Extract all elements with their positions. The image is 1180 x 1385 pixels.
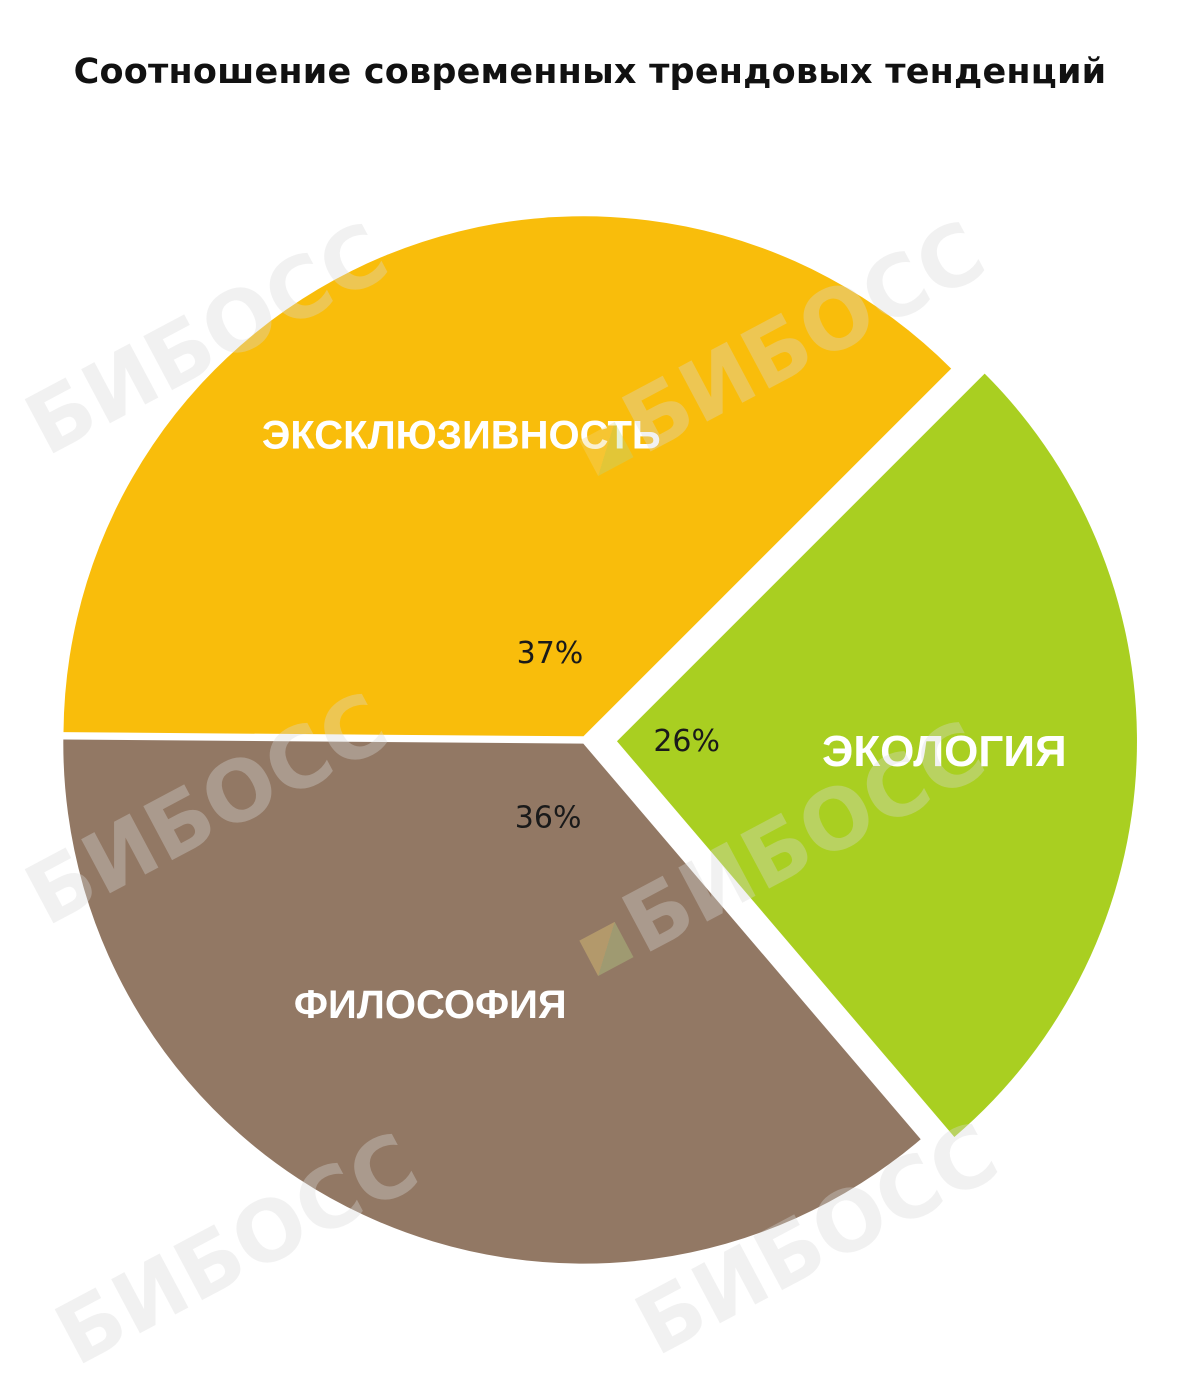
pie-slice-2 [63, 739, 921, 1264]
slice-percent-label: 36% [515, 801, 582, 836]
slice-percent-label: 37% [517, 636, 584, 671]
pie-labels: ЭКОЛОГИЯ 26% ФИЛОСОФИЯ 36% ЭКСКЛЮЗИВНОСТЬ 37% [262, 414, 1067, 1028]
slice-name-label: ЭКСКЛЮЗИВНОСТЬ [262, 414, 661, 458]
slice-percent-label: 26% [653, 724, 720, 759]
pie-slices [63, 216, 1137, 1264]
pie-chart: ЭКОЛОГИЯ 26% ФИЛОСОФИЯ 36% ЭКСКЛЮЗИВНОСТЬ 37% [63, 216, 1137, 1264]
chart-title: Соотношение современных трендовых тенден… [73, 52, 1107, 92]
pie-slice-3 [63, 216, 952, 737]
slice-name-label: ФИЛОСОФИЯ [294, 983, 567, 1027]
pie-slice-1 [616, 373, 1137, 1137]
slice-name-label: ЭКОЛОГИЯ [822, 727, 1067, 776]
